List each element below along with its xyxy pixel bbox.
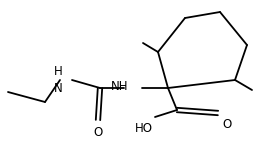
Text: NH: NH [111, 80, 128, 92]
Text: O: O [222, 118, 231, 131]
Text: O: O [93, 126, 103, 139]
Text: N: N [54, 82, 62, 95]
Text: H: H [54, 65, 62, 78]
Text: HO: HO [135, 122, 153, 135]
